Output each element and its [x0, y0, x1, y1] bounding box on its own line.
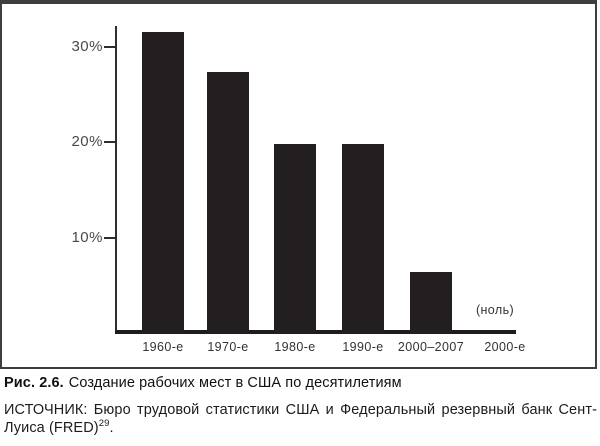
- chart-area: 10% 20% 30% 1960-е 1970-е 1980-е 1990-е 2000–20…: [71, 26, 526, 354]
- bar-1960-е: [142, 32, 184, 334]
- bar-1970-е: [207, 72, 249, 334]
- source-line-2-text: Луиса (FRED): [4, 419, 99, 436]
- y-tick-mark: [104, 45, 115, 48]
- x-tick-label: 2000-е: [484, 340, 526, 354]
- y-axis-line: [115, 26, 117, 334]
- figure-title: Создание рабочих мест в США по десятилет…: [68, 375, 402, 391]
- source-note: ИСТОЧНИК: Бюро трудовой статистики США и…: [4, 402, 597, 437]
- y-tick-label: 10%: [71, 228, 103, 246]
- figure-caption: Рис. 2.6. Создание рабочих мест в США по …: [4, 375, 596, 391]
- x-tick-label: 2000–2007: [397, 340, 465, 354]
- y-tick-mark: [104, 141, 115, 143]
- x-tick-label: 1980-е: [274, 340, 316, 354]
- y-tick-label: 30%: [71, 37, 103, 55]
- x-tick-label: 1970-е: [207, 340, 249, 354]
- bar-2000–2007: [410, 272, 452, 334]
- bar-1990-е: [342, 144, 384, 334]
- y-tick-label: 20%: [71, 133, 103, 150]
- x-tick-label: 1960-е: [142, 340, 184, 354]
- source-line-2-period: .: [109, 419, 114, 436]
- figure-number: Рис. 2.6.: [4, 375, 64, 391]
- source-line-2: Луиса (FRED)29.: [4, 417, 597, 438]
- source-line-1: ИСТОЧНИК: Бюро трудовой статистики США и…: [4, 402, 597, 418]
- bar-1980-е: [274, 144, 316, 334]
- zero-value-annotation: (ноль): [475, 303, 515, 317]
- footnote-marker: 29: [98, 417, 110, 429]
- x-tick-label: 1990-е: [342, 340, 384, 354]
- y-tick-mark: [104, 236, 115, 239]
